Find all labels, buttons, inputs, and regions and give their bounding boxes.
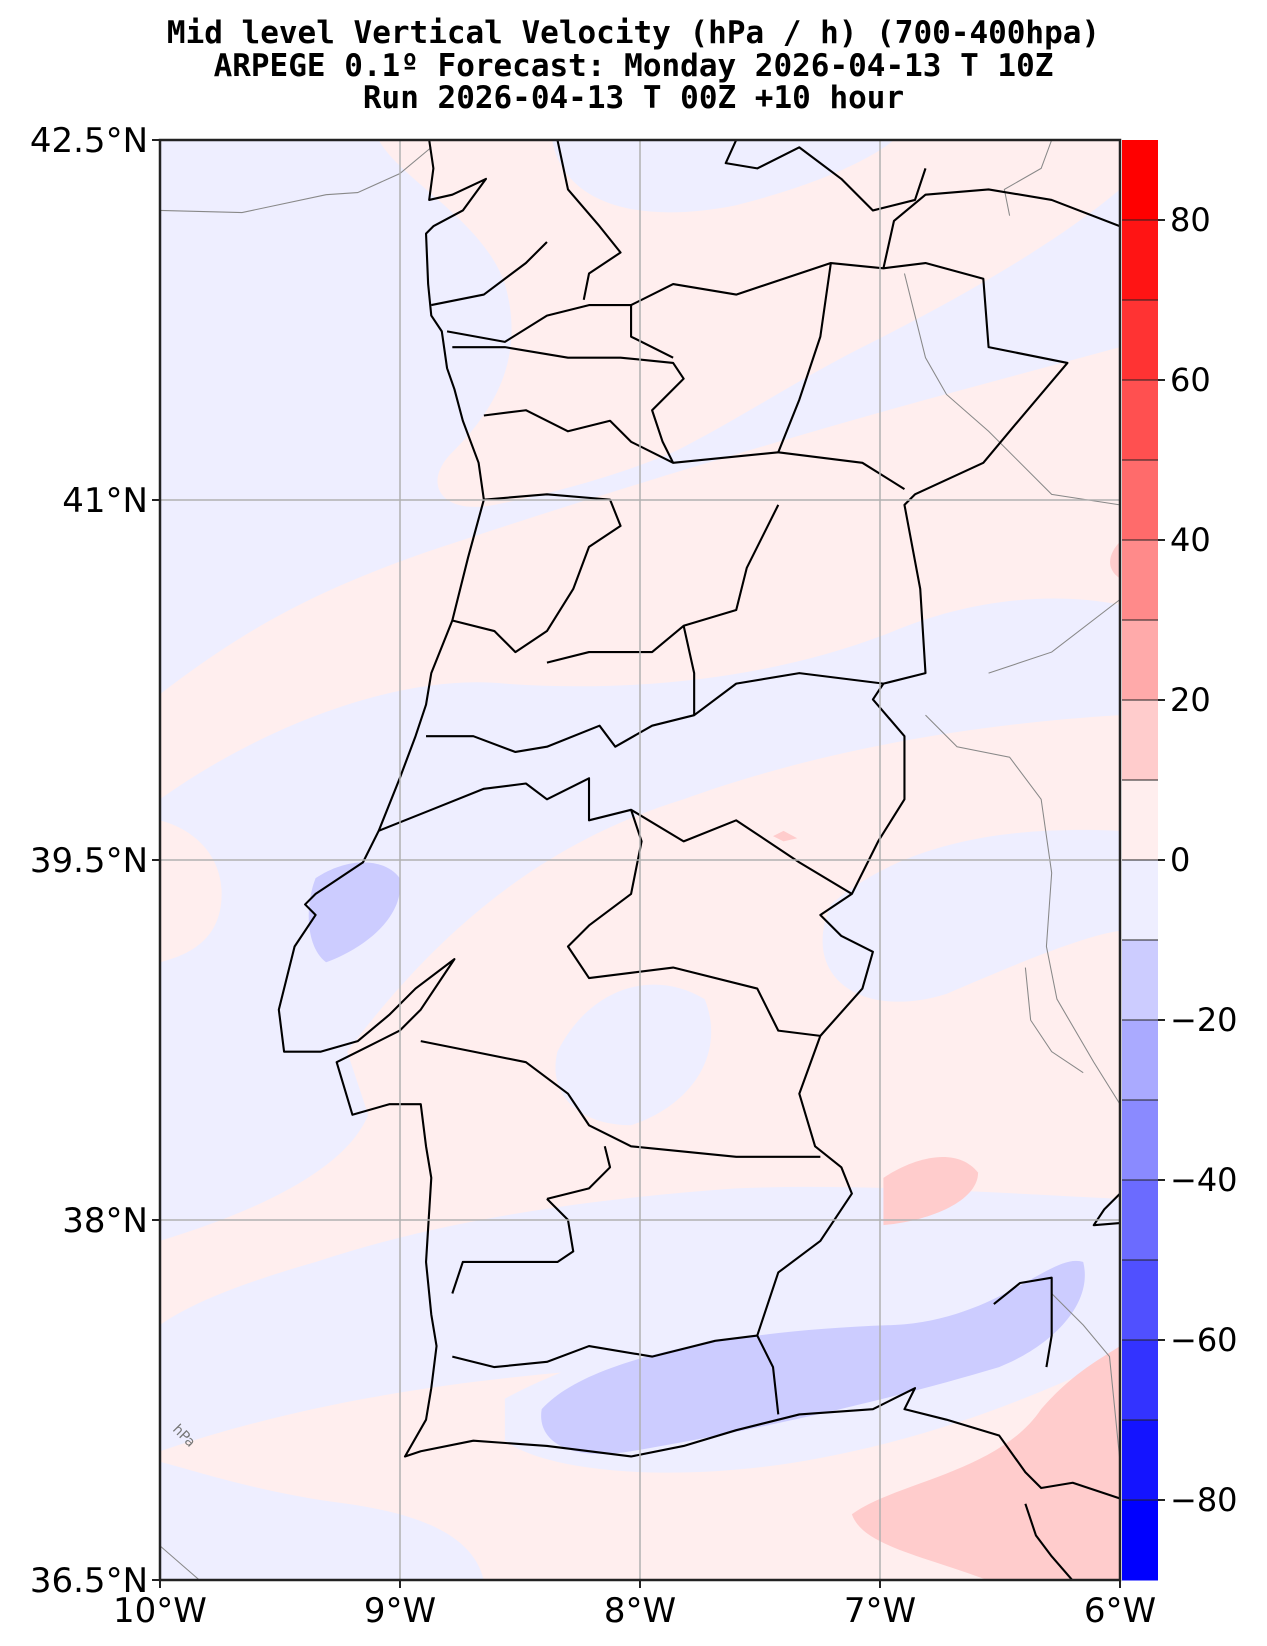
colorbar-bin	[1122, 460, 1158, 541]
colorbar-tick-label: −80	[1170, 1481, 1238, 1519]
colorbar-tick-label: 20	[1170, 681, 1211, 719]
y-tick-label: 41°N	[62, 481, 148, 521]
colorbar-bin	[1122, 700, 1158, 781]
colorbar-bin	[1122, 1100, 1158, 1181]
colorbar-tick-label: −60	[1170, 1321, 1238, 1359]
title-line-1: Mid level Vertical Velocity (hPa / h) (7…	[166, 15, 1101, 51]
colorbar-tick-label: 40	[1170, 521, 1211, 559]
y-tick-label: 42.5°N	[30, 121, 148, 161]
colorbar-bin	[1122, 940, 1158, 1021]
contour-fill-negative	[555, 984, 712, 1126]
y-tick-label: 36.5°N	[30, 1561, 148, 1601]
colorbar-tick-label: 60	[1170, 361, 1211, 399]
title-line-2: ARPEGE 0.1º Forecast: Monday 2026-04-13 …	[213, 48, 1054, 84]
colorbar-bin	[1122, 140, 1158, 221]
colorbar-bin	[1122, 860, 1158, 941]
contour-fill-negative-strong	[308, 862, 401, 963]
colorbar-bin	[1122, 780, 1158, 861]
contour-fill-positive	[378, 140, 1120, 507]
gridlines	[160, 140, 1120, 1580]
colorbar: 80 60 40 20 0 −20 −40 −60 −80	[1122, 140, 1238, 1581]
x-tick-label: 10°W	[113, 1591, 207, 1631]
colorbar-bin	[1122, 1180, 1158, 1261]
colorbar-bin	[1122, 1420, 1158, 1501]
colorbar-bin	[1122, 540, 1158, 621]
y-tick-label: 39.5°N	[30, 841, 148, 881]
colorbar-tick-label: −20	[1170, 1001, 1238, 1039]
colorbar-bin	[1122, 1500, 1158, 1581]
colorbar-bin	[1122, 220, 1158, 301]
country-and-district-borders	[378, 140, 1120, 1415]
contour-fill-negative-strong	[541, 1260, 1085, 1454]
coastline	[277, 140, 1120, 1580]
colorbar-bin	[1122, 620, 1158, 701]
map-plot-area: hPa	[160, 140, 1120, 1580]
axis-ticks: 10°W 9°W 8°W 7°W 6°W 42.5°N 41°N 39.5°N 38°N 36.5…	[30, 121, 1156, 1631]
contour-fill-positive	[160, 820, 222, 963]
contour-fill-positive-strong	[883, 1156, 979, 1226]
colorbar-tick-label: 0	[1170, 841, 1190, 879]
contour-fill-positive-strong	[773, 830, 798, 842]
x-tick-label: 9°W	[364, 1591, 436, 1631]
x-tick-label: 7°W	[844, 1591, 916, 1631]
colorbar-bin	[1122, 380, 1158, 461]
colorbar-bin	[1122, 1260, 1158, 1341]
colorbar-bin	[1122, 1020, 1158, 1101]
contour-fill-positive-strong	[851, 1346, 1120, 1580]
x-tick-label: 6°W	[1084, 1591, 1156, 1631]
colorbar-bin	[1122, 1340, 1158, 1421]
y-tick-label: 38°N	[62, 1201, 148, 1241]
province-borders	[160, 140, 1120, 1580]
colorbar-tick-label: 80	[1170, 201, 1211, 239]
colorbar-tick-label: −40	[1170, 1161, 1238, 1199]
title-line-3: Run 2026-04-13 T 00Z +10 hour	[362, 80, 905, 116]
contour-fill-positive-strong	[1110, 541, 1120, 579]
x-tick-label: 8°W	[604, 1591, 676, 1631]
colorbar-bin	[1122, 300, 1158, 381]
